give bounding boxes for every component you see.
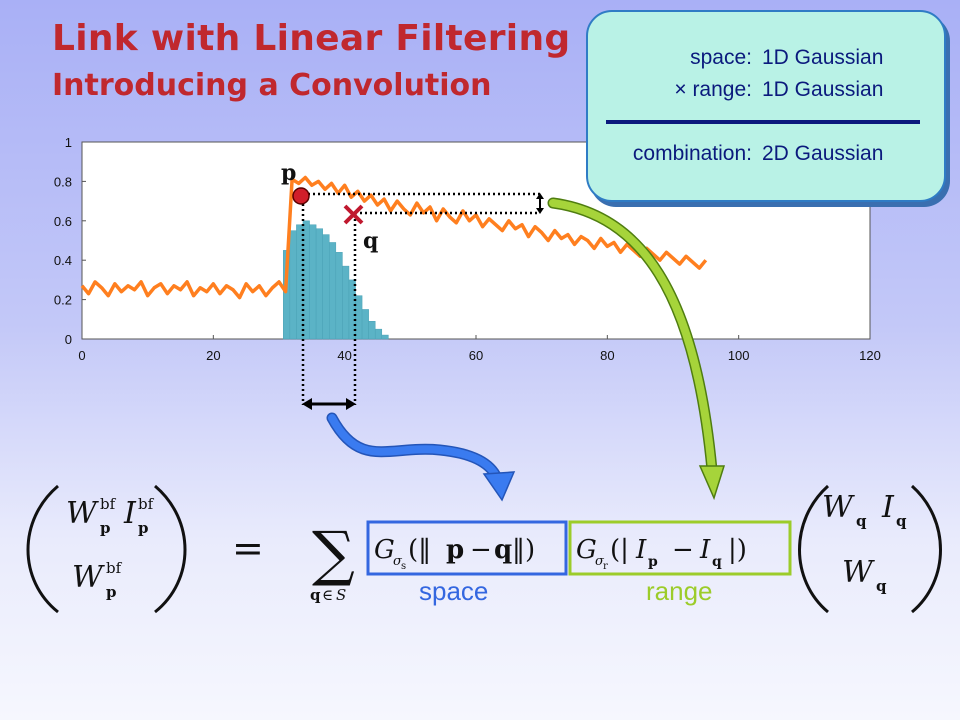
gaussian-bar bbox=[368, 321, 376, 340]
gaussian-bar bbox=[355, 295, 363, 340]
range-kernel-box: G σ r (| I p − I q |) bbox=[568, 520, 792, 576]
svg-text:−: − bbox=[672, 535, 694, 565]
svg-text:q: q bbox=[856, 512, 867, 530]
space-difference-arrow bbox=[302, 398, 356, 410]
gaussian-bar bbox=[296, 224, 304, 340]
space-label: space bbox=[419, 576, 489, 606]
space-kernel-box: G σ s (‖ p − q ‖) bbox=[366, 520, 568, 576]
callout-space-label: space: bbox=[690, 46, 752, 69]
svg-text:q: q bbox=[310, 586, 321, 604]
equals-sign: = bbox=[232, 526, 264, 570]
svg-text:p: p bbox=[648, 554, 658, 570]
svg-text:q: q bbox=[876, 577, 887, 595]
q-label: q bbox=[363, 228, 378, 254]
slide-title: Link with Linear Filtering bbox=[52, 18, 571, 59]
signal-series-line bbox=[80, 175, 708, 300]
callout-range-label: × range: bbox=[674, 78, 752, 101]
gaussian-bar bbox=[315, 228, 323, 340]
gaussian-bar bbox=[335, 252, 343, 340]
svg-text:σ: σ bbox=[393, 554, 403, 569]
svg-text:q: q bbox=[712, 554, 722, 570]
y-tick-label: 1 bbox=[65, 135, 72, 150]
svg-text:G: G bbox=[576, 535, 597, 565]
y-axis: 0 0.2 0.4 0.6 0.8 1 bbox=[54, 135, 86, 347]
gaussian-bar bbox=[361, 309, 369, 340]
left-vector: W bf p I bf p W bf p bbox=[26, 484, 187, 614]
svg-text:q: q bbox=[494, 535, 512, 565]
svg-text:bf: bf bbox=[138, 495, 155, 513]
svg-text:(|: (| bbox=[610, 535, 629, 565]
svg-text:bf: bf bbox=[100, 495, 117, 513]
callout-range-value: 1D Gaussian bbox=[762, 78, 884, 101]
gaussian-bar bbox=[322, 234, 330, 340]
y-tick-label: 0.8 bbox=[54, 174, 72, 189]
svg-text:p: p bbox=[106, 583, 117, 601]
x-tick-label: 0 bbox=[78, 348, 85, 363]
range-arrow bbox=[547, 197, 726, 501]
svg-text:W: W bbox=[842, 555, 875, 590]
range-difference-arrow bbox=[536, 193, 544, 214]
gaussian-bar bbox=[329, 242, 337, 340]
svg-text:I: I bbox=[635, 535, 647, 565]
range-label: range bbox=[646, 576, 713, 606]
svg-text:∑: ∑ bbox=[312, 519, 355, 589]
svg-text:∈: ∈ bbox=[322, 586, 333, 604]
gaussian-bar bbox=[289, 230, 297, 340]
gaussian-bar bbox=[381, 334, 389, 340]
q-cross-marker bbox=[343, 204, 364, 225]
right-vector: W q I q W q bbox=[798, 484, 942, 614]
svg-text:G: G bbox=[374, 535, 395, 565]
callout-space-value: 1D Gaussian bbox=[762, 46, 884, 69]
svg-text:p: p bbox=[446, 535, 464, 565]
svg-text:p: p bbox=[138, 519, 149, 537]
svg-text:I: I bbox=[123, 496, 137, 531]
x-tick-label: 100 bbox=[728, 348, 750, 363]
p-point-marker bbox=[292, 187, 310, 205]
callout-combination-label: combination: bbox=[632, 142, 752, 165]
y-tick-label: 0 bbox=[65, 332, 72, 347]
x-tick-label: 60 bbox=[469, 348, 483, 363]
svg-text:p: p bbox=[100, 519, 111, 537]
svg-text:q: q bbox=[896, 512, 907, 530]
svg-text:−: − bbox=[470, 535, 492, 565]
y-tick-label: 0.6 bbox=[54, 214, 72, 229]
svg-text:I: I bbox=[699, 535, 711, 565]
space-arrow bbox=[326, 412, 516, 502]
y-tick-label: 0.4 bbox=[54, 253, 72, 268]
gaussian-bars bbox=[283, 220, 389, 340]
svg-text:W: W bbox=[72, 560, 105, 595]
svg-text:W: W bbox=[822, 490, 855, 525]
svg-text:S: S bbox=[336, 586, 346, 604]
callout-combination-value: 2D Gaussian bbox=[762, 142, 884, 165]
svg-text:W: W bbox=[66, 496, 99, 531]
gaussian-callout: space: 1D Gaussian × range: 1D Gaussian … bbox=[586, 10, 946, 202]
x-tick-label: 120 bbox=[859, 348, 881, 363]
callout-divider bbox=[606, 120, 920, 124]
x-axis: 0 20 40 60 80 100 120 bbox=[78, 335, 881, 363]
svg-text:r: r bbox=[603, 561, 608, 572]
svg-text:s: s bbox=[401, 561, 406, 572]
gaussian-bar bbox=[374, 328, 383, 340]
svg-text:(‖: (‖ bbox=[408, 535, 431, 565]
gaussian-bar bbox=[309, 224, 317, 340]
slide-subtitle: Introducing a Convolution bbox=[52, 68, 492, 103]
p-label: p bbox=[281, 160, 296, 186]
svg-text:|): |) bbox=[728, 535, 747, 565]
x-tick-label: 40 bbox=[337, 348, 351, 363]
gaussian-bar bbox=[342, 265, 350, 340]
x-tick-label: 20 bbox=[206, 348, 220, 363]
svg-text:I: I bbox=[881, 490, 895, 525]
x-tick-label: 80 bbox=[600, 348, 614, 363]
svg-text:bf: bf bbox=[106, 559, 123, 577]
summation: ∑ q ∈ S bbox=[310, 519, 355, 604]
svg-text:σ: σ bbox=[595, 554, 605, 569]
y-tick-label: 0.2 bbox=[54, 293, 72, 308]
svg-text:‖): ‖) bbox=[512, 535, 535, 565]
